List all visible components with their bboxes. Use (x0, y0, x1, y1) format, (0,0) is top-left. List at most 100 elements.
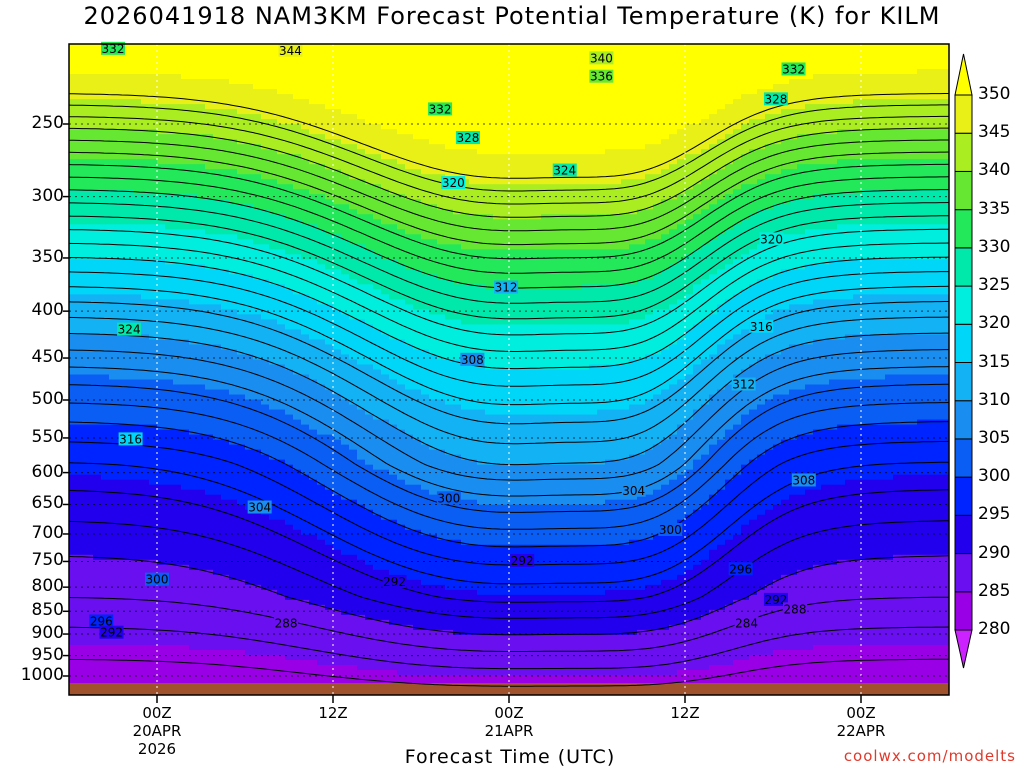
field-cell (221, 624, 230, 631)
field-cell (261, 189, 270, 195)
field-cell (165, 579, 174, 586)
field-cell (309, 459, 318, 466)
field-cell (189, 504, 198, 511)
field-cell (373, 64, 382, 70)
field-cell (133, 499, 142, 506)
field-cell (181, 249, 190, 255)
field-cell (141, 499, 150, 506)
field-cell (141, 369, 150, 376)
field-cell (149, 604, 158, 611)
field-cell (109, 549, 118, 556)
field-cell (221, 294, 230, 300)
field-cell (173, 594, 182, 601)
field-cell (101, 394, 110, 401)
field-cell (165, 344, 174, 351)
field-cell (341, 109, 350, 115)
field-cell (253, 249, 262, 255)
field-cell (357, 474, 366, 481)
field-cell (77, 139, 86, 145)
field-cell (149, 624, 158, 631)
field-cell (245, 109, 254, 115)
field-cell (333, 99, 342, 105)
field-cell (269, 199, 278, 205)
field-cell (141, 529, 150, 536)
field-cell (165, 149, 174, 155)
field-cell (173, 364, 182, 371)
field-cell (133, 154, 142, 160)
field-cell (221, 204, 230, 210)
field-cell (133, 514, 142, 521)
field-cell (229, 49, 238, 55)
field-cell (357, 574, 366, 581)
field-cell (325, 644, 334, 651)
field-cell (149, 439, 158, 446)
field-cell (221, 384, 230, 391)
field-cell (349, 294, 358, 300)
field-cell (197, 424, 206, 431)
field-cell (197, 459, 206, 466)
field-cell (349, 414, 358, 421)
field-cell (213, 664, 222, 671)
field-cell (149, 649, 158, 656)
field-cell (205, 584, 214, 591)
field-cell (117, 594, 126, 601)
field-cell (189, 404, 198, 411)
field-cell (357, 229, 366, 235)
field-cell (157, 224, 166, 230)
field-cell (69, 84, 78, 90)
field-cell (197, 604, 206, 611)
field-cell (189, 184, 198, 190)
field-cell (333, 129, 342, 135)
field-cell (117, 644, 126, 651)
field-cell (149, 99, 158, 105)
field-cell (181, 149, 190, 155)
field-cell (157, 169, 166, 175)
field-cell (141, 79, 150, 85)
field-cell (277, 589, 286, 596)
field-cell (117, 129, 126, 135)
field-cell (269, 654, 278, 661)
field-cell (365, 589, 374, 596)
field-cell (189, 54, 198, 60)
field-cell (117, 484, 126, 491)
field-cell (85, 59, 94, 65)
field-cell (125, 579, 134, 586)
field-cell (229, 464, 238, 471)
field-cell (253, 144, 262, 150)
field-cell (157, 214, 166, 220)
field-cell (101, 459, 110, 466)
field-cell (261, 284, 270, 290)
field-cell (301, 284, 310, 290)
field-cell (149, 364, 158, 371)
field-cell (69, 534, 78, 541)
field-cell (277, 679, 286, 686)
field-cell (181, 569, 190, 576)
field-cell (221, 99, 230, 105)
field-cell (189, 119, 198, 125)
field-cell (189, 519, 198, 526)
field-cell (101, 309, 110, 316)
field-cell (125, 239, 134, 245)
field-cell (269, 129, 278, 135)
field-cell (181, 509, 190, 516)
field-cell (277, 219, 286, 225)
field-cell (357, 394, 366, 401)
field-cell (301, 604, 310, 611)
field-cell (237, 534, 246, 541)
field-cell (85, 509, 94, 516)
field-cell (85, 129, 94, 135)
field-cell (141, 514, 150, 521)
field-cell (357, 519, 366, 526)
field-cell (325, 629, 334, 636)
field-cell (101, 369, 110, 376)
field-cell (253, 614, 262, 621)
field-cell (269, 579, 278, 586)
field-cell (237, 409, 246, 416)
field-cell (285, 289, 294, 295)
field-cell (309, 564, 318, 571)
field-cell (237, 174, 246, 180)
field-cell (261, 454, 270, 461)
field-cell (373, 94, 382, 100)
field-cell (349, 324, 358, 331)
field-cell (277, 204, 286, 210)
